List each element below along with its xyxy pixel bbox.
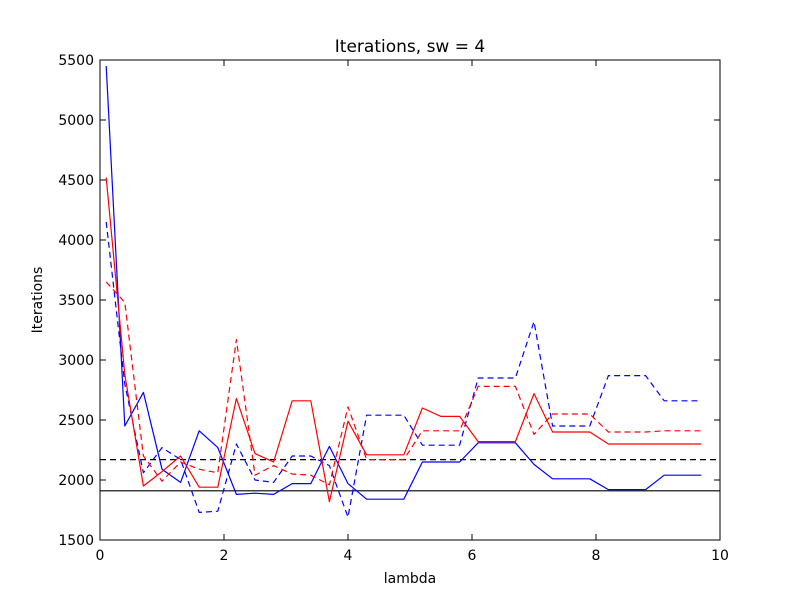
series-line-3 bbox=[105, 177, 702, 503]
x-tick-label: 0 bbox=[96, 548, 105, 564]
plot-frame bbox=[99, 59, 721, 541]
y-axis-label: Iterations bbox=[30, 267, 46, 334]
series-line-4 bbox=[105, 281, 702, 486]
y-tick-label: 3000 bbox=[58, 353, 94, 369]
x-axis-label: lambda bbox=[384, 571, 436, 587]
y-tick-label: 1500 bbox=[58, 533, 94, 549]
plot-area bbox=[100, 65, 720, 518]
x-tick-label: 8 bbox=[592, 548, 601, 564]
series-line-1 bbox=[105, 65, 702, 500]
y-tick-label: 4500 bbox=[58, 173, 94, 189]
axis-ticks: 0 2 4 6 8 10 1500 2000 2500 3000 3500 4000 4500 5000 5… bbox=[58, 53, 729, 564]
x-tick-label: 10 bbox=[711, 548, 729, 564]
y-tick-label: 5500 bbox=[58, 53, 94, 69]
x-tick-label: 6 bbox=[468, 548, 477, 564]
y-tick-label: 2500 bbox=[58, 413, 94, 429]
y-tick-label: 5000 bbox=[58, 113, 94, 129]
y-tick-label: 2000 bbox=[58, 473, 94, 489]
y-tick-label: 3500 bbox=[58, 293, 94, 309]
y-tick-label: 4000 bbox=[58, 233, 94, 249]
x-tick-label: 2 bbox=[220, 548, 229, 564]
x-tick-label: 4 bbox=[344, 548, 353, 564]
chart-title: Iterations, sw = 4 bbox=[335, 37, 485, 57]
